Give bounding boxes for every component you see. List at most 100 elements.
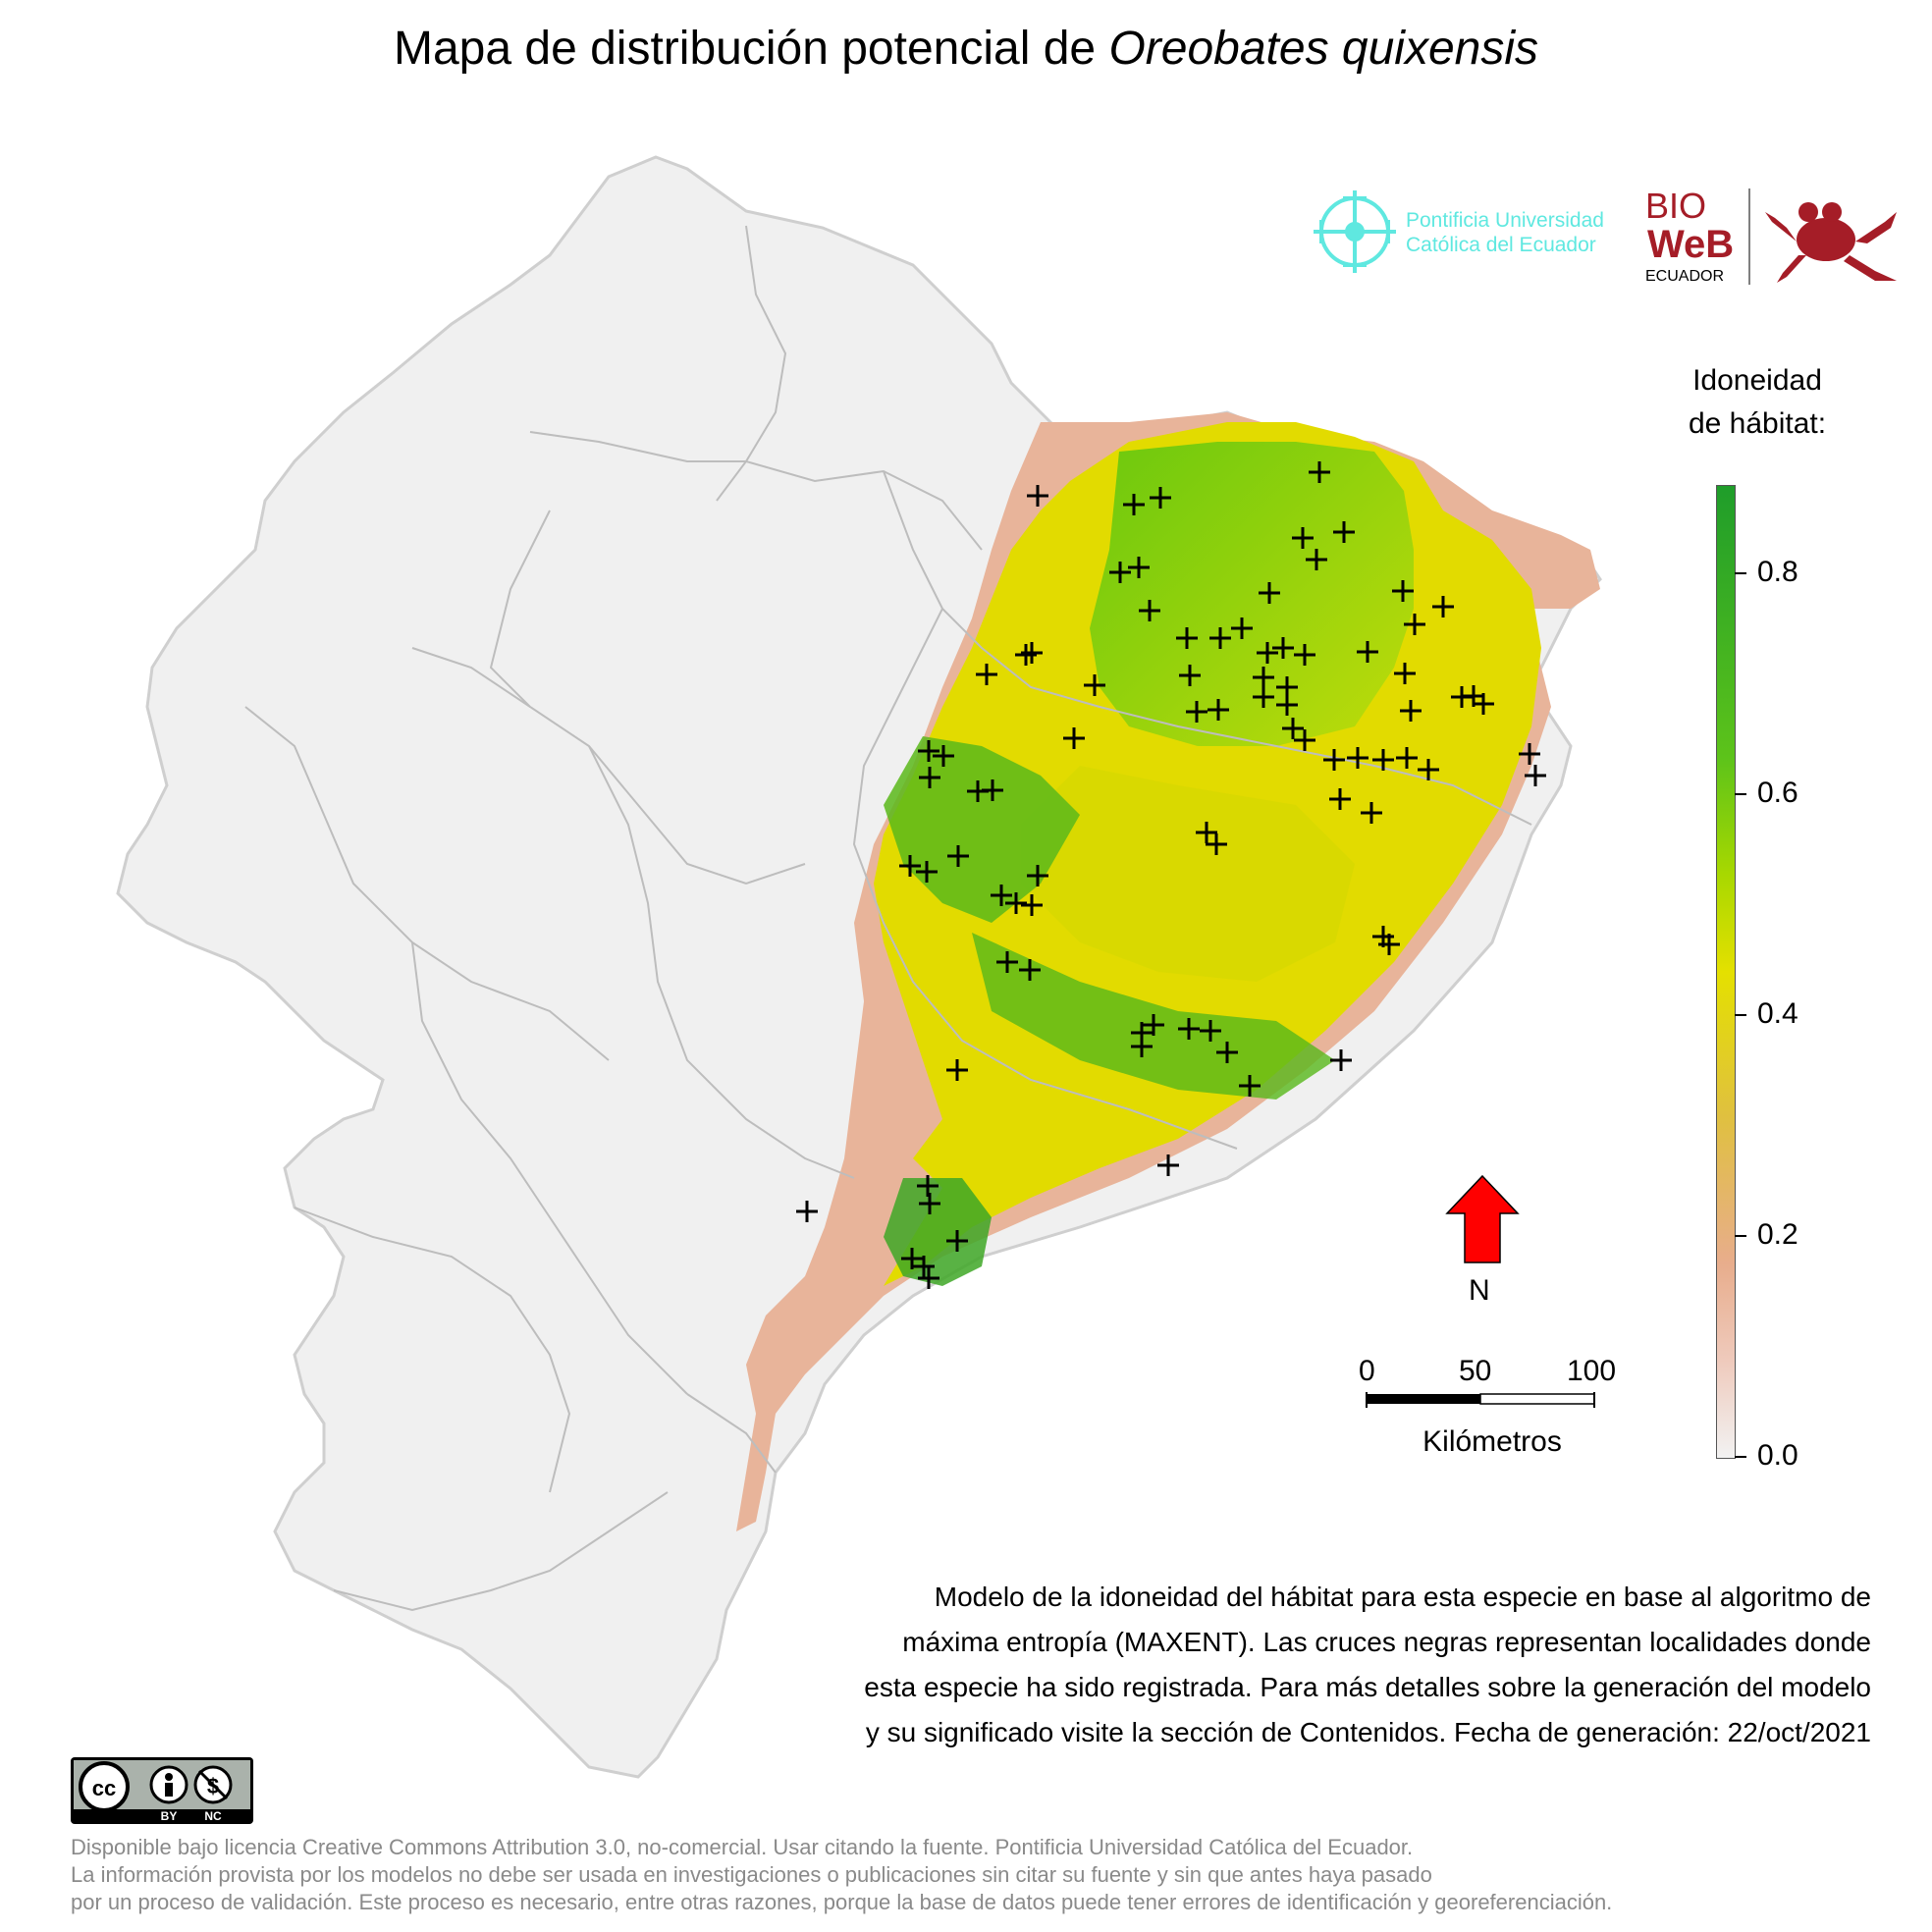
bioweb-logo: BIO WeB ECUADOR [1645, 186, 1897, 285]
scale-label-100: 100 [1567, 1355, 1617, 1387]
record-cross [1109, 562, 1131, 583]
creative-commons-badge: cc $ BY NC [71, 1757, 253, 1824]
footer-line3: por un proceso de validación. Este proce… [71, 1890, 1613, 1914]
record-cross [1139, 600, 1160, 621]
record-cross [1196, 822, 1217, 843]
province-boundaries [244, 225, 1532, 1612]
record-cross [947, 845, 969, 867]
record-cross [1329, 788, 1351, 810]
record-cross [1378, 934, 1400, 955]
record-cross [1253, 686, 1274, 708]
scale-label-0: 0 [1359, 1355, 1375, 1387]
record-cross [1143, 1014, 1164, 1036]
record-cross [1432, 596, 1454, 617]
nc-label: NC [204, 1809, 222, 1823]
legend-title-line2: de hábitat: [1688, 407, 1827, 440]
record-cross [1525, 765, 1546, 786]
record-cross [916, 861, 938, 883]
record-cross [996, 951, 1018, 973]
record-cross [918, 740, 939, 762]
record-cross [1239, 1075, 1261, 1097]
description-line2: máxima entropía (MAXENT). Las cruces neg… [902, 1627, 1871, 1657]
record-cross [1396, 747, 1418, 769]
record-cross [1294, 729, 1315, 751]
record-cross [1282, 718, 1304, 739]
record-cross [1157, 1154, 1179, 1176]
record-cross [1021, 894, 1043, 916]
scale-unit-label: Kilómetros [1422, 1425, 1562, 1458]
record-cross [1063, 727, 1085, 749]
footer-line2: La información provista por los modelos … [71, 1862, 1432, 1887]
record-cross [913, 1256, 935, 1277]
legend-tick-mark [1735, 1456, 1746, 1458]
description-line4: y su significado visite la sección de Co… [865, 1717, 1871, 1747]
high-suitability-area [1090, 442, 1414, 746]
record-cross [1178, 1018, 1200, 1040]
record-cross [1027, 485, 1048, 507]
record-cross [1084, 674, 1105, 696]
record-cross [1276, 694, 1298, 716]
record-cross [918, 1267, 939, 1289]
footer-line1: Disponible bajo licencia Creative Common… [71, 1835, 1414, 1859]
puce-logo-line1: Pontificia Universidad [1406, 209, 1604, 232]
record-cross [917, 1175, 939, 1197]
record-cross [1206, 833, 1227, 855]
scale-label-50: 50 [1459, 1355, 1492, 1387]
cc-icon [79, 1761, 130, 1812]
map-title: Mapa de distribución potencial de Oreoba… [0, 22, 1932, 76]
description-line3: esta especie ha sido registrada. Para má… [864, 1672, 1871, 1702]
record-cross [1309, 461, 1330, 483]
legend-title-line1: Idoneidad [1692, 364, 1822, 397]
map-description: Modelo de la idoneidad del hábitat para … [693, 1575, 1871, 1755]
record-cross [1333, 521, 1355, 543]
legend-title: Idoneidad de hábitat: [1649, 359, 1865, 446]
medium-suitability-patch [1021, 766, 1355, 982]
record-cross [1294, 644, 1315, 666]
description-line1: Modelo de la idoneidad del hábitat para … [934, 1582, 1871, 1612]
record-cross [1323, 749, 1345, 771]
bioweb-logo-bio: BIO [1645, 186, 1706, 226]
puce-logo-text: Pontificia Universidad Católica del Ecua… [1406, 208, 1604, 257]
legend-tick-label: 0.8 [1757, 556, 1798, 588]
record-cross [1306, 549, 1327, 570]
legend-tick-label: 0.4 [1757, 997, 1798, 1030]
record-cross [796, 1201, 818, 1222]
record-cross [1200, 1020, 1221, 1042]
record-cross [1231, 617, 1253, 639]
record-cross [1209, 627, 1231, 649]
record-cross [1123, 494, 1145, 515]
record-cross [899, 855, 921, 877]
record-cross [1208, 699, 1229, 721]
record-cross [976, 664, 997, 685]
legend-tick-mark [1735, 1014, 1746, 1016]
record-cross [1131, 1036, 1153, 1057]
record-cross [1451, 686, 1473, 708]
record-cross [919, 767, 940, 788]
record-cross [1253, 667, 1274, 688]
by-label: BY [161, 1809, 178, 1823]
frog-icon [1765, 202, 1897, 283]
record-cross [1400, 700, 1422, 722]
cc-text: cc [92, 1776, 116, 1800]
record-cross [1347, 747, 1368, 769]
record-cross [1418, 759, 1439, 780]
legend-tick-label: 0.6 [1757, 777, 1798, 809]
record-cross [1361, 802, 1382, 824]
scale-bar [1366, 1392, 1595, 1408]
record-cross [1259, 582, 1280, 604]
record-cross [946, 1230, 968, 1252]
record-cross [1257, 642, 1278, 664]
title-species: Oreobates quixensis [1108, 23, 1539, 75]
record-cross [1179, 665, 1201, 686]
legend-color-bar [1716, 485, 1736, 1459]
record-cross [1015, 644, 1037, 666]
legend-tick-label: 0.2 [1757, 1218, 1798, 1251]
record-cross [1027, 865, 1048, 886]
bioweb-logo-ecuador: ECUADOR [1645, 268, 1724, 285]
north-arrow-icon [1445, 1174, 1520, 1263]
record-cross [933, 745, 954, 767]
record-cross [1176, 627, 1198, 649]
license-footer: Disponible bajo licencia Creative Common… [71, 1834, 1612, 1916]
puce-logo [1314, 190, 1396, 273]
